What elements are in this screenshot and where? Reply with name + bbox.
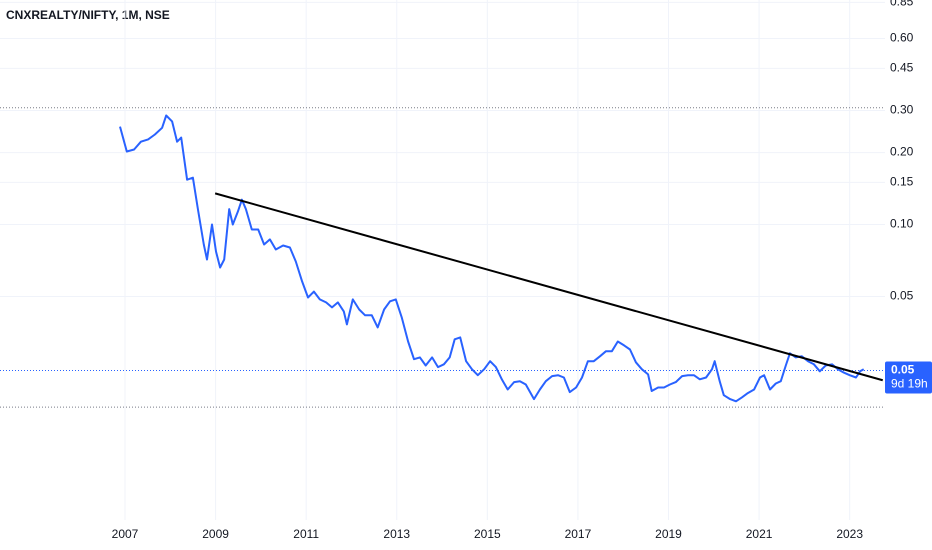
trendline bbox=[214, 192, 884, 382]
x-tick-label: 2021 bbox=[746, 527, 773, 541]
grid bbox=[0, 0, 885, 520]
x-tick-label: 2007 bbox=[112, 527, 139, 541]
x-tick-label: 2013 bbox=[383, 527, 410, 541]
y-tick-label: 0.05 bbox=[890, 289, 914, 303]
x-tick-label: 2017 bbox=[565, 527, 592, 541]
x-tick-label: 2023 bbox=[836, 527, 863, 541]
x-tick-label: 2019 bbox=[655, 527, 682, 541]
x-tick-label: 2009 bbox=[202, 527, 229, 541]
y-tick-label: 0.45 bbox=[890, 61, 914, 75]
chart-title: CNXREALTY/NIFTY, 1M, NSE bbox=[6, 8, 170, 22]
price-label: 0.05 bbox=[891, 363, 915, 377]
y-tick-label: 0.60 bbox=[890, 31, 914, 45]
y-tick-label: 0.30 bbox=[890, 103, 914, 117]
price-label-box bbox=[885, 361, 932, 394]
y-tick-label: 0.10 bbox=[890, 217, 914, 231]
y-tick-label: 0.20 bbox=[890, 145, 914, 159]
countdown: 9d 19h bbox=[891, 377, 928, 391]
y-tick-label: 0.15 bbox=[890, 175, 914, 189]
x-tick-label: 2015 bbox=[474, 527, 501, 541]
price-line bbox=[119, 114, 865, 403]
y-tick-label: 0.85 bbox=[890, 0, 914, 9]
x-tick-label: 2011 bbox=[293, 527, 319, 541]
